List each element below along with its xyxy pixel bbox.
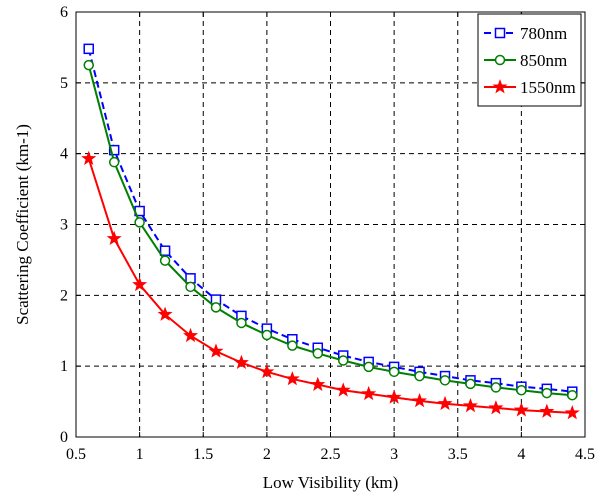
data-point bbox=[134, 217, 145, 228]
data-point bbox=[236, 317, 247, 329]
data-point bbox=[185, 273, 196, 284]
data-point bbox=[259, 363, 275, 379]
data-point bbox=[439, 375, 451, 386]
x-tick-label: 3.5 bbox=[448, 446, 468, 463]
data-point bbox=[312, 348, 324, 359]
data-point bbox=[83, 43, 94, 55]
data-point bbox=[287, 340, 298, 351]
x-tick-label: 0.5 bbox=[66, 446, 86, 463]
data-point bbox=[261, 329, 273, 341]
data-point bbox=[335, 382, 351, 397]
x-tick-label: 4.5 bbox=[575, 446, 595, 463]
legend-marker bbox=[494, 54, 506, 66]
y-tick-label: 1 bbox=[60, 358, 68, 375]
x-tick-label: 1 bbox=[136, 446, 144, 463]
data-point bbox=[106, 230, 122, 246]
x-tick-label: 2 bbox=[263, 446, 271, 463]
data-point bbox=[310, 376, 326, 391]
y-axis-title: Scattering Coefficient (km-1) bbox=[13, 124, 32, 325]
legend-marker bbox=[492, 79, 508, 94]
data-point bbox=[132, 276, 148, 292]
y-tick-label: 3 bbox=[60, 217, 68, 234]
legend-label: 780nm bbox=[520, 24, 567, 43]
y-tick-label: 0 bbox=[60, 429, 68, 446]
legend-item: 1550nm bbox=[484, 78, 576, 97]
y-tick-label: 4 bbox=[60, 146, 68, 163]
y-tick-label: 2 bbox=[60, 287, 68, 304]
data-point bbox=[81, 150, 97, 165]
data-point bbox=[541, 387, 553, 399]
data-point bbox=[284, 371, 300, 386]
x-tick-label: 2.5 bbox=[321, 446, 341, 463]
data-point bbox=[465, 378, 476, 390]
data-point bbox=[386, 389, 402, 404]
data-point bbox=[437, 395, 453, 411]
data-point bbox=[108, 144, 120, 156]
data-point bbox=[210, 302, 222, 313]
x-tick-label: 4 bbox=[517, 446, 525, 463]
data-point bbox=[208, 343, 224, 358]
legend-marker bbox=[494, 27, 506, 39]
axis-ticks: 0.5 1 1.5 2 2.5 3 3.5 4 4.5 0 1 2 3 4 5 6 bbox=[60, 4, 595, 463]
data-point bbox=[564, 405, 580, 420]
data-point bbox=[488, 400, 504, 415]
data-point bbox=[363, 361, 374, 373]
series-850nm bbox=[83, 59, 578, 401]
series-1550nm bbox=[81, 150, 580, 420]
legend-label: 850nm bbox=[520, 51, 567, 70]
data-point bbox=[159, 245, 171, 256]
data-point bbox=[159, 255, 171, 266]
data-point bbox=[412, 393, 428, 408]
data-point bbox=[337, 355, 349, 366]
y-tick-label: 6 bbox=[60, 4, 68, 21]
data-point bbox=[539, 403, 555, 418]
data-point bbox=[185, 281, 196, 293]
data-point bbox=[567, 389, 578, 401]
data-point bbox=[108, 156, 120, 168]
legend-item: 780nm bbox=[484, 24, 567, 43]
x-tick-label: 1.5 bbox=[193, 446, 213, 463]
data-point bbox=[516, 385, 527, 396]
legend-label: 1550nm bbox=[520, 78, 576, 97]
legend-item: 850nm bbox=[484, 51, 567, 70]
x-tick-label: 3 bbox=[390, 446, 398, 463]
chart-legend: 780nm 850nm 1550nm bbox=[477, 13, 582, 107]
data-series bbox=[81, 43, 580, 420]
data-point bbox=[414, 370, 425, 382]
data-point bbox=[513, 402, 529, 417]
data-point bbox=[83, 59, 94, 71]
data-point bbox=[183, 327, 199, 343]
y-tick-label: 5 bbox=[60, 75, 68, 92]
data-point bbox=[233, 354, 249, 369]
data-point bbox=[361, 385, 377, 401]
x-axis-title: Low Visibility (km) bbox=[263, 473, 399, 492]
data-point bbox=[490, 382, 502, 393]
data-point bbox=[157, 306, 173, 321]
data-point bbox=[462, 397, 478, 413]
data-point bbox=[388, 366, 400, 378]
